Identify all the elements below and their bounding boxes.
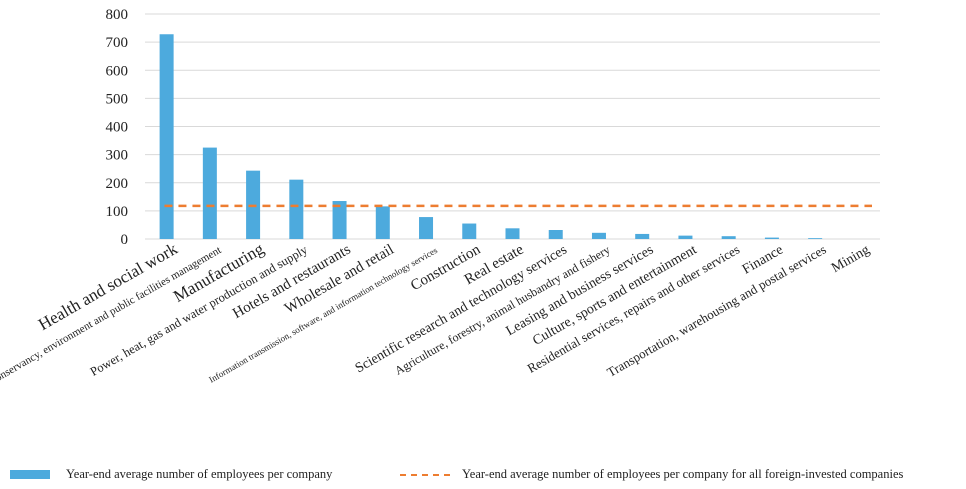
bar	[202, 147, 217, 239]
legend-label-bar: Year-end average number of employees per…	[66, 467, 333, 481]
legend-item-line: Year-end average number of employees per…	[400, 467, 903, 482]
bars	[159, 34, 823, 239]
bar	[505, 228, 520, 239]
legend-label-line: Year-end average number of employees per…	[462, 467, 904, 481]
bar	[808, 238, 823, 239]
bar	[289, 179, 304, 239]
y-tick-label: 0	[121, 232, 129, 248]
bar	[375, 206, 390, 239]
y-tick-label: 700	[106, 35, 129, 51]
legend-item-bar: Year-end average number of employees per…	[10, 467, 332, 482]
bar	[462, 223, 477, 239]
gridlines	[145, 13, 880, 240]
legend: Year-end average number of employees per…	[10, 467, 960, 485]
bar	[764, 237, 779, 239]
y-axis: 0 100 200 300 400 500 600 700 800	[106, 7, 129, 248]
y-tick-label: 300	[106, 148, 129, 164]
bar	[159, 34, 174, 239]
legend-swatch-line	[400, 473, 450, 476]
x-axis-labels: Health and social workWater conservancy,…	[0, 239, 872, 401]
bar	[678, 235, 693, 239]
bar	[721, 236, 736, 239]
bar	[419, 217, 434, 239]
y-tick-label: 600	[106, 63, 129, 79]
y-tick-label: 100	[106, 204, 129, 220]
bar	[332, 201, 347, 239]
legend-swatch-bar	[10, 470, 50, 479]
y-tick-label: 200	[106, 176, 129, 192]
x-tick-label: Mining	[829, 242, 872, 276]
y-tick-label: 800	[106, 7, 129, 23]
bar	[548, 230, 563, 239]
bar	[591, 232, 606, 239]
bar	[635, 233, 650, 239]
y-tick-label: 400	[106, 120, 129, 136]
y-tick-label: 500	[106, 91, 129, 107]
